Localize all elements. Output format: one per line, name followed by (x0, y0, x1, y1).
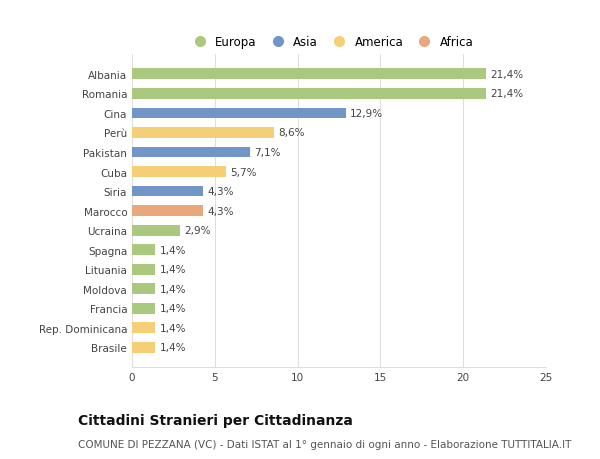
Text: 1,4%: 1,4% (160, 323, 186, 333)
Bar (132, 89, 487, 100)
Bar (132, 264, 155, 275)
Text: 4,3%: 4,3% (208, 187, 234, 196)
Text: 1,4%: 1,4% (160, 265, 186, 274)
Bar (132, 323, 155, 334)
Bar (132, 303, 155, 314)
Text: 21,4%: 21,4% (491, 89, 524, 99)
Bar (132, 186, 203, 197)
Text: 1,4%: 1,4% (160, 284, 186, 294)
Text: 1,4%: 1,4% (160, 304, 186, 313)
Bar (132, 245, 155, 256)
Bar (132, 225, 180, 236)
Bar (132, 69, 487, 80)
Text: 2,9%: 2,9% (184, 226, 211, 235)
Text: 1,4%: 1,4% (160, 343, 186, 353)
Bar (132, 128, 274, 139)
Text: 7,1%: 7,1% (254, 148, 280, 157)
Bar (132, 167, 226, 178)
Text: COMUNE DI PEZZANA (VC) - Dati ISTAT al 1° gennaio di ogni anno - Elaborazione TU: COMUNE DI PEZZANA (VC) - Dati ISTAT al 1… (78, 440, 571, 449)
Text: Cittadini Stranieri per Cittadinanza: Cittadini Stranieri per Cittadinanza (78, 414, 353, 428)
Text: 5,7%: 5,7% (230, 167, 257, 177)
Text: 1,4%: 1,4% (160, 245, 186, 255)
Bar (132, 342, 155, 353)
Text: 21,4%: 21,4% (491, 70, 524, 79)
Bar (132, 108, 346, 119)
Text: 12,9%: 12,9% (350, 109, 383, 118)
Text: 4,3%: 4,3% (208, 206, 234, 216)
Bar (132, 284, 155, 295)
Legend: Europa, Asia, America, Africa: Europa, Asia, America, Africa (188, 36, 473, 49)
Text: 8,6%: 8,6% (278, 128, 305, 138)
Bar (132, 206, 203, 217)
Bar (132, 147, 250, 158)
